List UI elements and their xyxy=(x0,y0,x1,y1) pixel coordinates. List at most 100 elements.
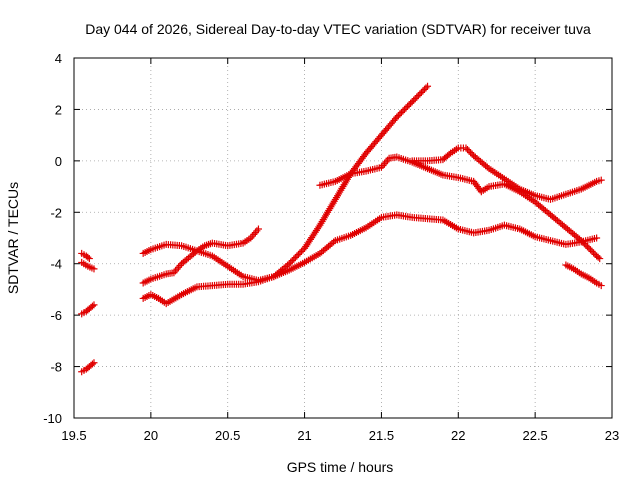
data-point-marker xyxy=(248,232,256,240)
data-point-marker xyxy=(294,250,302,258)
data-point-marker xyxy=(462,144,470,152)
data-point-marker xyxy=(285,260,293,268)
data-point-marker xyxy=(424,82,432,90)
series-track-g xyxy=(139,211,601,308)
data-point-marker xyxy=(88,360,96,368)
chart-title: Day 044 of 2026, Sidereal Day-to-day VTE… xyxy=(85,21,591,37)
data-point-marker xyxy=(410,96,418,104)
data-point-marker xyxy=(411,95,419,103)
data-point-marker xyxy=(90,301,98,309)
data-point-marker xyxy=(293,252,301,260)
series-track-h xyxy=(316,153,604,263)
data-point-marker xyxy=(588,247,596,255)
y-tick-label: -8 xyxy=(50,360,62,375)
data-point-marker xyxy=(583,243,591,251)
data-point-marker xyxy=(579,238,587,246)
ticks: 19.5 20 20.5 21 21.5 22 22.5 23 -10 -8 -6 -4 -2 0 2 4 xyxy=(43,51,619,443)
x-tick-label: 20.5 xyxy=(215,428,240,443)
series-track-j xyxy=(562,261,605,290)
data-point-marker xyxy=(176,262,184,270)
data-point-marker xyxy=(585,244,593,252)
data-point-marker xyxy=(288,257,296,265)
series-track-a xyxy=(78,249,93,263)
data-point-marker xyxy=(586,246,594,254)
x-tick-label: 21.5 xyxy=(369,428,394,443)
data-point-marker xyxy=(597,282,605,290)
data-point-marker xyxy=(393,113,401,121)
y-axis-label: SDTVAR / TECUs xyxy=(5,182,21,294)
data-point-marker xyxy=(464,146,472,154)
data-point-marker xyxy=(405,101,413,109)
data-point-marker xyxy=(413,93,421,101)
data-point-marker xyxy=(420,85,428,93)
data-point-marker xyxy=(416,90,424,98)
data-point-marker xyxy=(287,258,295,266)
data-point-marker xyxy=(422,84,430,92)
data-point-marker xyxy=(396,110,404,118)
data-point-marker xyxy=(175,263,183,271)
x-axis-label: GPS time / hours xyxy=(287,459,394,475)
y-tick-label: -4 xyxy=(50,257,62,272)
data-point-marker xyxy=(577,237,585,245)
data-point-marker xyxy=(382,158,390,166)
data-point-marker xyxy=(417,88,425,96)
data-point-marker xyxy=(88,302,96,310)
data-point-marker xyxy=(407,99,415,107)
data-series xyxy=(78,82,605,376)
data-point-marker xyxy=(468,150,476,158)
data-point-marker xyxy=(173,265,181,273)
y-tick-label: -6 xyxy=(50,308,62,323)
data-point-marker xyxy=(250,230,258,238)
data-point-marker xyxy=(402,104,410,112)
data-point-marker xyxy=(576,235,584,243)
x-tick-label: 22 xyxy=(451,428,465,443)
y-tick-label: -10 xyxy=(43,411,62,426)
plot-frame xyxy=(73,57,613,419)
y-tick-label: -2 xyxy=(50,205,62,220)
x-tick-label: 20 xyxy=(144,428,158,443)
y-tick-label: 0 xyxy=(55,154,62,169)
series-track-i xyxy=(408,144,605,203)
data-point-marker xyxy=(291,254,299,262)
data-point-marker xyxy=(399,107,407,115)
data-point-marker xyxy=(296,249,304,257)
data-point-marker xyxy=(394,112,402,120)
data-point-marker xyxy=(90,359,98,367)
x-tick-label: 21 xyxy=(297,428,311,443)
data-point-marker xyxy=(397,109,405,117)
data-point-marker xyxy=(330,238,338,246)
x-tick-label: 22.5 xyxy=(522,428,547,443)
data-point-marker xyxy=(84,253,92,261)
y-tick-label: 4 xyxy=(55,51,62,66)
data-point-marker xyxy=(191,248,199,256)
data-point-marker xyxy=(254,225,262,233)
data-point-marker xyxy=(582,241,590,249)
data-point-marker xyxy=(85,255,93,263)
series-track-c xyxy=(78,301,98,318)
data-point-marker xyxy=(580,240,588,248)
series-track-b xyxy=(78,258,98,273)
data-point-marker xyxy=(400,105,408,113)
data-point-marker xyxy=(419,87,427,95)
data-point-marker xyxy=(596,255,604,263)
x-tick-label: 23 xyxy=(605,428,619,443)
data-point-marker xyxy=(465,147,473,155)
series-track-f xyxy=(139,225,262,287)
data-point-marker xyxy=(594,253,602,261)
data-point-marker xyxy=(408,98,416,106)
data-point-marker xyxy=(483,163,491,171)
y-tick-label: 2 xyxy=(55,102,62,117)
series-track-e xyxy=(139,82,432,284)
data-point-marker xyxy=(90,265,98,273)
data-point-marker xyxy=(290,255,298,263)
data-point-marker xyxy=(593,234,601,242)
data-point-marker xyxy=(467,149,475,157)
data-point-marker xyxy=(414,92,422,100)
data-point-marker xyxy=(391,115,399,123)
x-tick-label: 19.5 xyxy=(61,428,86,443)
data-point-marker xyxy=(253,227,261,235)
data-point-marker xyxy=(404,102,412,110)
series-track-d xyxy=(78,359,98,376)
data-point-marker xyxy=(297,247,305,255)
